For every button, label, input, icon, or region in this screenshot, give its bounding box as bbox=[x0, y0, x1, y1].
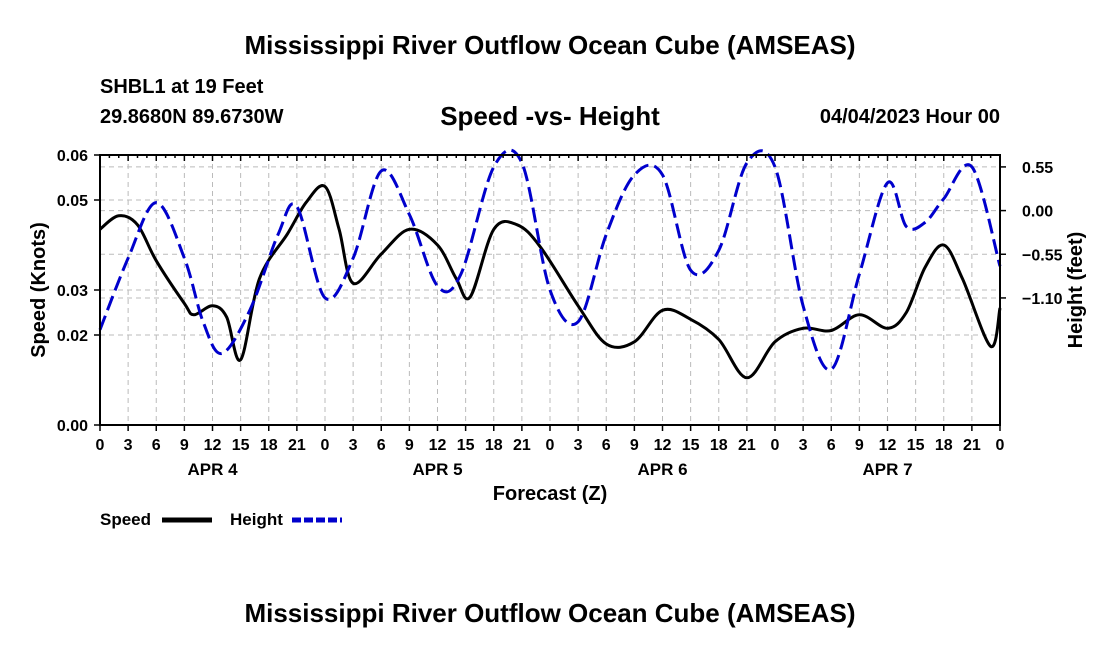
station-label: SHBL1 at 19 Feet bbox=[100, 76, 264, 98]
x-tick-label: 12 bbox=[879, 437, 897, 454]
x-tick-label: 21 bbox=[738, 437, 756, 454]
chart-subtitle: Speed -vs- Height bbox=[440, 101, 660, 131]
legend-label-height: Height bbox=[230, 510, 283, 529]
x-tick-label: 21 bbox=[513, 437, 531, 454]
x-tick-label: 0 bbox=[96, 437, 105, 454]
legend-label-speed: Speed bbox=[100, 510, 151, 529]
x-tick-label: 0 bbox=[996, 437, 1005, 454]
x-tick-label: 15 bbox=[682, 437, 700, 454]
x-tick-label: 21 bbox=[288, 437, 306, 454]
series-layer bbox=[98, 148, 1002, 380]
x-tick-label: 15 bbox=[457, 437, 475, 454]
y2-tick-label: −1.10 bbox=[1022, 291, 1063, 308]
x-tick-label: 18 bbox=[485, 437, 503, 454]
chart-title: Mississippi River Outflow Ocean Cube (AM… bbox=[244, 30, 856, 60]
legend: Speed Height bbox=[100, 510, 342, 529]
x-day-label: APR 7 bbox=[862, 460, 912, 479]
x-tick-label: 9 bbox=[855, 437, 864, 454]
x-tick-label: 6 bbox=[152, 437, 161, 454]
y2-tick-label: 0.55 bbox=[1022, 160, 1053, 177]
series-line-speed bbox=[99, 184, 1002, 380]
station-coordinates: 29.8680N 89.6730W bbox=[100, 106, 284, 128]
x-tick-label: 12 bbox=[429, 437, 447, 454]
axes: 0 3 6 9 12 15 18 21 0 3 6 9 12 15 18 21 0 3 6 9 12 15 18 21 0 3 6 9… bbox=[57, 148, 1063, 479]
y-tick-label: 0.02 bbox=[57, 328, 88, 345]
y2-tick-label: −0.55 bbox=[1022, 247, 1063, 264]
y2-axis-label: Height (feet) bbox=[1065, 232, 1087, 349]
x-tick-label: 15 bbox=[232, 437, 250, 454]
x-tick-label: 6 bbox=[377, 437, 386, 454]
y-tick-label: 0.06 bbox=[57, 148, 88, 165]
forecast-datetime: 04/04/2023 Hour 00 bbox=[819, 106, 1000, 128]
y-tick-label: 0.00 bbox=[57, 418, 88, 435]
x-tick-label: 0 bbox=[321, 437, 330, 454]
x-tick-label: 3 bbox=[124, 437, 133, 454]
x-day-label: APR 6 bbox=[637, 460, 687, 479]
x-tick-label: 9 bbox=[630, 437, 639, 454]
x-tick-label: 0 bbox=[771, 437, 780, 454]
x-tick-label: 3 bbox=[349, 437, 358, 454]
series-line-height bbox=[98, 148, 1002, 372]
x-axis-label: Forecast (Z) bbox=[493, 483, 607, 505]
x-tick-label: 12 bbox=[204, 437, 222, 454]
x-tick-label: 6 bbox=[827, 437, 836, 454]
x-tick-label: 15 bbox=[907, 437, 925, 454]
x-tick-label: 21 bbox=[963, 437, 981, 454]
x-tick-label: 12 bbox=[654, 437, 672, 454]
y-axis-label: Speed (Knots) bbox=[28, 222, 50, 358]
y2-tick-label: 0.00 bbox=[1022, 204, 1053, 221]
x-tick-label: 3 bbox=[574, 437, 583, 454]
x-day-label: APR 4 bbox=[187, 460, 238, 479]
x-tick-label: 18 bbox=[935, 437, 953, 454]
footer-title: Mississippi River Outflow Ocean Cube (AM… bbox=[244, 598, 856, 628]
x-tick-label: 0 bbox=[546, 437, 555, 454]
grid bbox=[100, 154, 1000, 426]
x-tick-label: 9 bbox=[180, 437, 189, 454]
x-tick-label: 18 bbox=[710, 437, 728, 454]
x-tick-label: 18 bbox=[260, 437, 278, 454]
x-tick-label: 9 bbox=[405, 437, 414, 454]
y-tick-label: 0.03 bbox=[57, 283, 88, 300]
x-day-label: APR 5 bbox=[412, 460, 462, 479]
y-tick-label: 0.05 bbox=[57, 193, 88, 210]
x-tick-label: 6 bbox=[602, 437, 611, 454]
x-tick-label: 3 bbox=[799, 437, 808, 454]
